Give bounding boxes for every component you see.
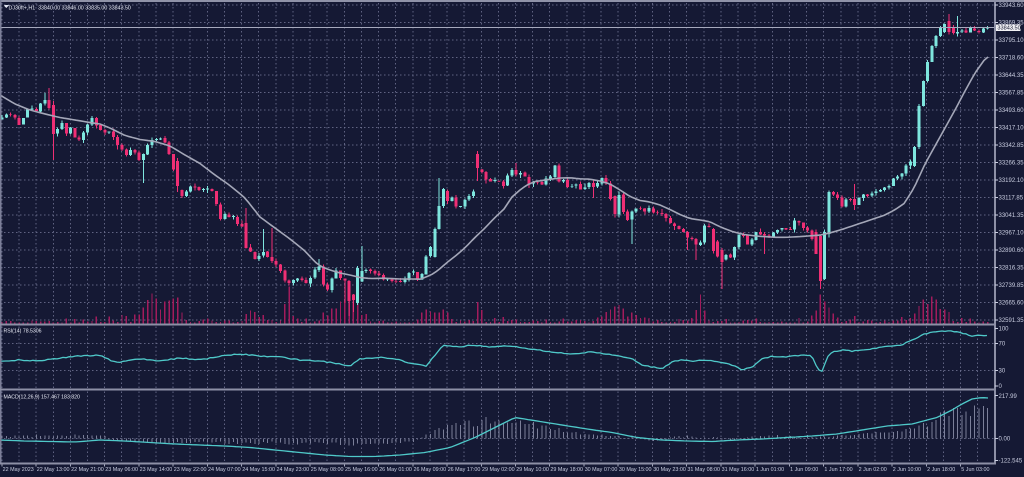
svg-text:33493.60: 33493.60 (999, 108, 1024, 114)
svg-text:2 Jun 10:00: 2 Jun 10:00 (893, 467, 921, 473)
svg-text:DJ30ft+,H1 33840.00 33846.00: DJ30ft+,H1 33840.00 33846.00 33835.00 33… (9, 5, 131, 11)
svg-text:30 May 15:00: 30 May 15:00 (619, 467, 652, 473)
svg-text:33644.35: 33644.35 (999, 73, 1024, 79)
svg-text:30: 30 (999, 369, 1006, 375)
svg-text:31 May 08:00: 31 May 08:00 (687, 467, 720, 473)
svg-text:24 May 15:00: 24 May 15:00 (242, 467, 275, 473)
svg-text:25 May 08:00: 25 May 08:00 (311, 467, 344, 473)
svg-text:33041.35: 33041.35 (999, 213, 1024, 219)
svg-text:1 Jun 01:00: 1 Jun 01:00 (756, 467, 784, 473)
svg-text:1 Jun 17:00: 1 Jun 17:00 (824, 467, 852, 473)
svg-text:22 May 2023: 22 May 2023 (3, 467, 34, 473)
svg-text:32591.35: 32591.35 (999, 318, 1024, 324)
svg-text:0.00: 0.00 (999, 437, 1011, 443)
svg-text:26 May 17:00: 26 May 17:00 (448, 467, 481, 473)
svg-text:33192.10: 33192.10 (999, 178, 1024, 184)
svg-text:23 May 14:00: 23 May 14:00 (140, 467, 173, 473)
svg-text:32890.60: 32890.60 (999, 248, 1024, 254)
svg-text:33342.85: 33342.85 (999, 143, 1024, 149)
svg-text:33266.35: 33266.35 (999, 161, 1024, 167)
svg-text:30 May 07:00: 30 May 07:00 (585, 467, 618, 473)
svg-text:24 May 07:00: 24 May 07:00 (208, 467, 241, 473)
svg-text:23 May 22:00: 23 May 22:00 (174, 467, 207, 473)
svg-text:26 May 01:00: 26 May 01:00 (379, 467, 412, 473)
svg-text:30 May 23:00: 30 May 23:00 (653, 467, 686, 473)
svg-text:-122.545: -122.545 (999, 459, 1023, 465)
svg-text:32967.10: 32967.10 (999, 231, 1024, 237)
svg-text:22 May 21:00: 22 May 21:00 (71, 467, 104, 473)
svg-text:70: 70 (999, 342, 1006, 348)
svg-text:2 Jun 02:00: 2 Jun 02:00 (859, 467, 887, 473)
svg-text:33869.35: 33869.35 (999, 21, 1024, 27)
svg-text:1 Jun 09:00: 1 Jun 09:00 (790, 467, 818, 473)
svg-text:5 Jun 03:00: 5 Jun 03:00 (961, 467, 989, 473)
svg-text:33718.60: 33718.60 (999, 56, 1024, 62)
svg-text:33843.50: 33843.50 (997, 26, 1020, 32)
svg-text:22 May 13:00: 22 May 13:00 (37, 467, 70, 473)
svg-text:33943.60: 33943.60 (999, 3, 1024, 9)
svg-text:32816.35: 32816.35 (999, 266, 1024, 272)
svg-text:24 May 23:00: 24 May 23:00 (277, 467, 310, 473)
svg-text:29 May 10:00: 29 May 10:00 (516, 467, 549, 473)
svg-text:29 May 02:00: 29 May 02:00 (482, 467, 515, 473)
svg-text:32665.60: 32665.60 (999, 301, 1024, 307)
svg-text:33795.10: 33795.10 (999, 38, 1024, 44)
svg-text:2 Jun 18:00: 2 Jun 18:00 (927, 467, 955, 473)
svg-text:23 May 06:00: 23 May 06:00 (105, 467, 138, 473)
svg-text:29 May 18:00: 29 May 18:00 (550, 467, 583, 473)
svg-text:26 May 09:00: 26 May 09:00 (414, 467, 447, 473)
svg-text:0: 0 (999, 384, 1003, 390)
svg-text:33567.85: 33567.85 (999, 91, 1024, 97)
svg-text:25 May 16:00: 25 May 16:00 (345, 467, 378, 473)
svg-text:100: 100 (999, 327, 1010, 333)
svg-text:33417.10: 33417.10 (999, 126, 1024, 132)
svg-text:MACD(12,26,9) 157.467 183.820: MACD(12,26,9) 157.467 183.820 (4, 395, 81, 401)
svg-text:32739.85: 32739.85 (999, 283, 1024, 289)
svg-text:33117.85: 33117.85 (999, 196, 1024, 202)
svg-text:31 May 16:00: 31 May 16:00 (722, 467, 755, 473)
svg-text:RSI(14) 78.5306: RSI(14) 78.5306 (4, 329, 42, 335)
svg-text:217.99: 217.99 (999, 394, 1018, 400)
